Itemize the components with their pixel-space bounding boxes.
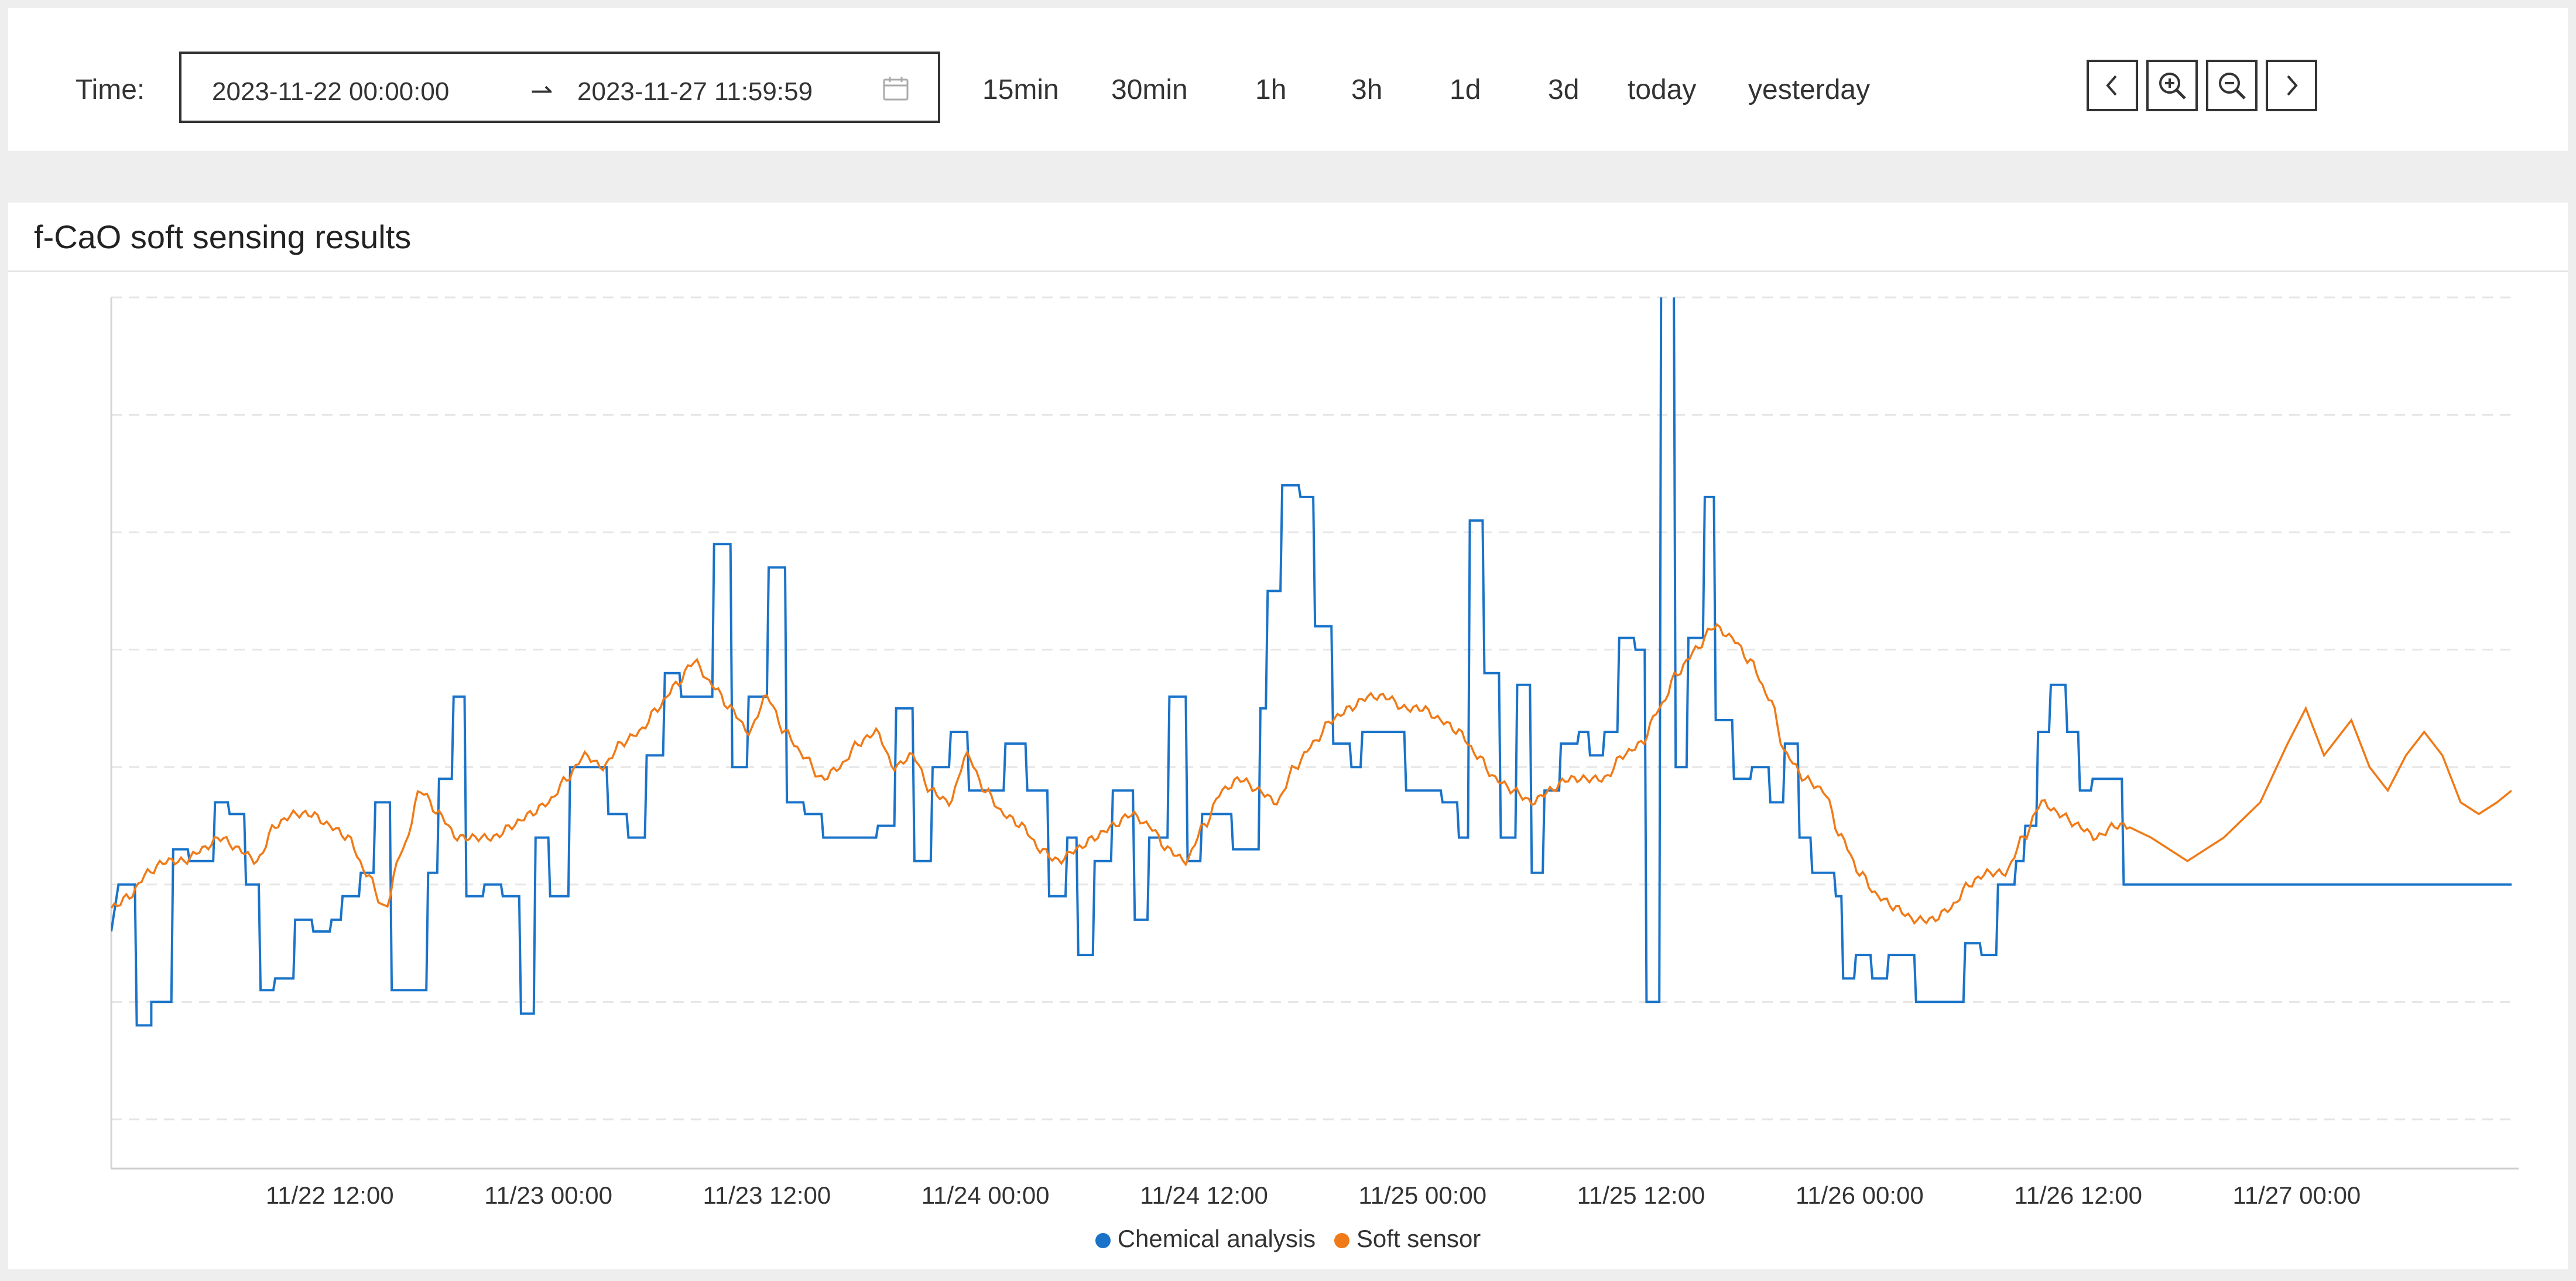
chevron-right-icon: [2287, 75, 2298, 96]
legend-label-chemical-analysis: Chemical analysis: [1117, 1225, 1316, 1252]
zoom-in-button[interactable]: [2146, 60, 2198, 111]
x-tick-label: 11/26 00:00: [1796, 1181, 1924, 1209]
preset-1h[interactable]: 1h: [1255, 74, 1287, 105]
zoom-out-button[interactable]: [2206, 60, 2258, 111]
zoom-in-icon: [2159, 73, 2186, 100]
calendar-icon[interactable]: [882, 75, 910, 103]
x-tick-label: 11/23 00:00: [484, 1181, 612, 1209]
date-range-picker[interactable]: 2023-11-22 00:00:00 ⇀ 2023-11-27 11:59:5…: [179, 52, 940, 123]
x-tick-label: 11/22 12:00: [266, 1181, 394, 1209]
x-tick-label: 11/25 12:00: [1577, 1181, 1705, 1209]
legend-item-chemical-analysis[interactable]: Chemical analysis: [1095, 1225, 1316, 1253]
x-tick-label: 11/26 12:00: [2014, 1181, 2142, 1209]
time-label: Time:: [76, 74, 145, 105]
x-tick-label: 11/25 00:00: [1358, 1181, 1486, 1209]
range-end-input[interactable]: 2023-11-27 11:59:59: [577, 77, 813, 106]
next-button[interactable]: [2266, 60, 2317, 111]
series-line-soft-sensor: [111, 623, 2512, 925]
panel-divider: [8, 270, 2568, 272]
legend-item-soft-sensor[interactable]: Soft sensor: [1334, 1225, 1481, 1253]
x-tick-label: 11/27 00:00: [2233, 1181, 2361, 1209]
previous-button[interactable]: [2087, 60, 2138, 111]
time-toolbar: Time: 2023-11-22 00:00:00 ⇀ 2023-11-27 1…: [8, 8, 2568, 151]
chevron-left-icon: [2106, 75, 2117, 96]
range-start-input[interactable]: 2023-11-22 00:00:00: [212, 77, 450, 106]
preset-today[interactable]: today: [1628, 74, 1697, 105]
preset-yesterday[interactable]: yesterday: [1748, 74, 1871, 105]
x-tick-label: 11/24 00:00: [922, 1181, 1050, 1209]
x-tick-label: 11/24 12:00: [1140, 1181, 1268, 1209]
chart-legend: Chemical analysis Soft sensor: [8, 1225, 2568, 1253]
legend-label-soft-sensor: Soft sensor: [1356, 1225, 1481, 1252]
preset-15min[interactable]: 15min: [982, 74, 1059, 105]
preset-30min[interactable]: 30min: [1111, 74, 1188, 105]
preset-1d[interactable]: 1d: [1450, 74, 1481, 105]
x-tick-label: 11/23 12:00: [703, 1181, 831, 1209]
preset-3h[interactable]: 3h: [1351, 74, 1383, 105]
preset-3d[interactable]: 3d: [1548, 74, 1580, 105]
panel-title: f-CaO soft sensing results: [34, 218, 412, 255]
legend-dot-chemical-analysis: [1095, 1233, 1111, 1248]
chart-panel: f-CaO soft sensing results 11/22 12:00 11…: [8, 203, 2568, 1269]
f-cao-line-chart[interactable]: 11/22 12:00 11/23 00:00 11/23 12:00 11/24 0…: [8, 203, 2568, 1269]
zoom-out-icon: [2219, 73, 2246, 100]
range-separator-arrow-icon: ⇀: [530, 76, 553, 106]
legend-dot-soft-sensor: [1334, 1233, 1349, 1248]
